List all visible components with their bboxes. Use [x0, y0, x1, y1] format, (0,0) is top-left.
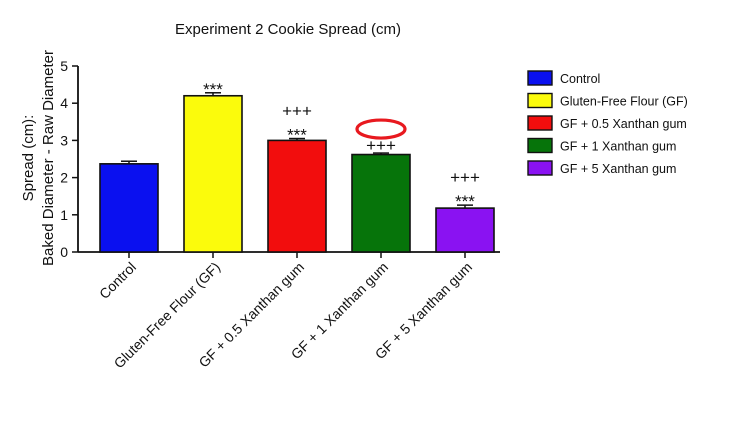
y-tick-label: 2 [60, 170, 68, 186]
significance-stars: *** [455, 192, 475, 211]
highlight-circle [355, 118, 407, 140]
legend-swatch [527, 70, 553, 86]
y-axis: 0 1 2 3 4 5 [60, 58, 79, 260]
y-tick-label: 0 [60, 244, 68, 260]
legend-swatch [527, 160, 553, 176]
y-axis-label-line-2: Baked Diameter - Raw Diameter [40, 50, 57, 266]
significance-plus: +++ [366, 136, 396, 155]
legend-label: Control [560, 72, 600, 86]
y-tick-label: 4 [60, 95, 68, 111]
y-axis-label-line-1: Spread (cm): [20, 115, 37, 202]
legend-label: Gluten-Free Flour (GF) [560, 95, 688, 109]
legend-swatch [527, 137, 553, 154]
legend: Control Gluten-Free Flour (GF) GF + 0.5 Xa… [527, 70, 688, 176]
y-tick-label: 5 [60, 58, 68, 74]
significance-stars: *** [203, 80, 223, 99]
significance-plus: +++ [450, 168, 480, 187]
legend-label: GF + 5 Xanthan gum [560, 162, 676, 176]
x-tick-label: GF + 5 Xanthan gum [372, 259, 475, 362]
legend-swatch [527, 115, 553, 131]
bar [435, 207, 495, 253]
y-tick-label: 1 [60, 207, 68, 223]
bar [99, 163, 159, 253]
bars [99, 92, 495, 253]
legend-label: GF + 0.5 Xanthan gum [560, 117, 687, 131]
y-tick-label: 3 [60, 132, 68, 148]
bar [351, 153, 411, 253]
significance-plus: +++ [282, 102, 312, 121]
significance-stars: *** [287, 126, 307, 145]
chart-title: Experiment 2 Cookie Spread (cm) [175, 21, 401, 38]
y-axis-label: Spread (cm): Baked Diameter - Raw Diamet… [20, 50, 57, 266]
bar [267, 139, 327, 253]
legend-swatch [527, 92, 553, 109]
legend-label: GF + 1 Xanthan gum [560, 140, 676, 154]
bar [183, 94, 243, 253]
significance-annotations: *** *** +++ +++ *** +++ [203, 80, 480, 211]
x-tick-label: Control [96, 259, 139, 302]
